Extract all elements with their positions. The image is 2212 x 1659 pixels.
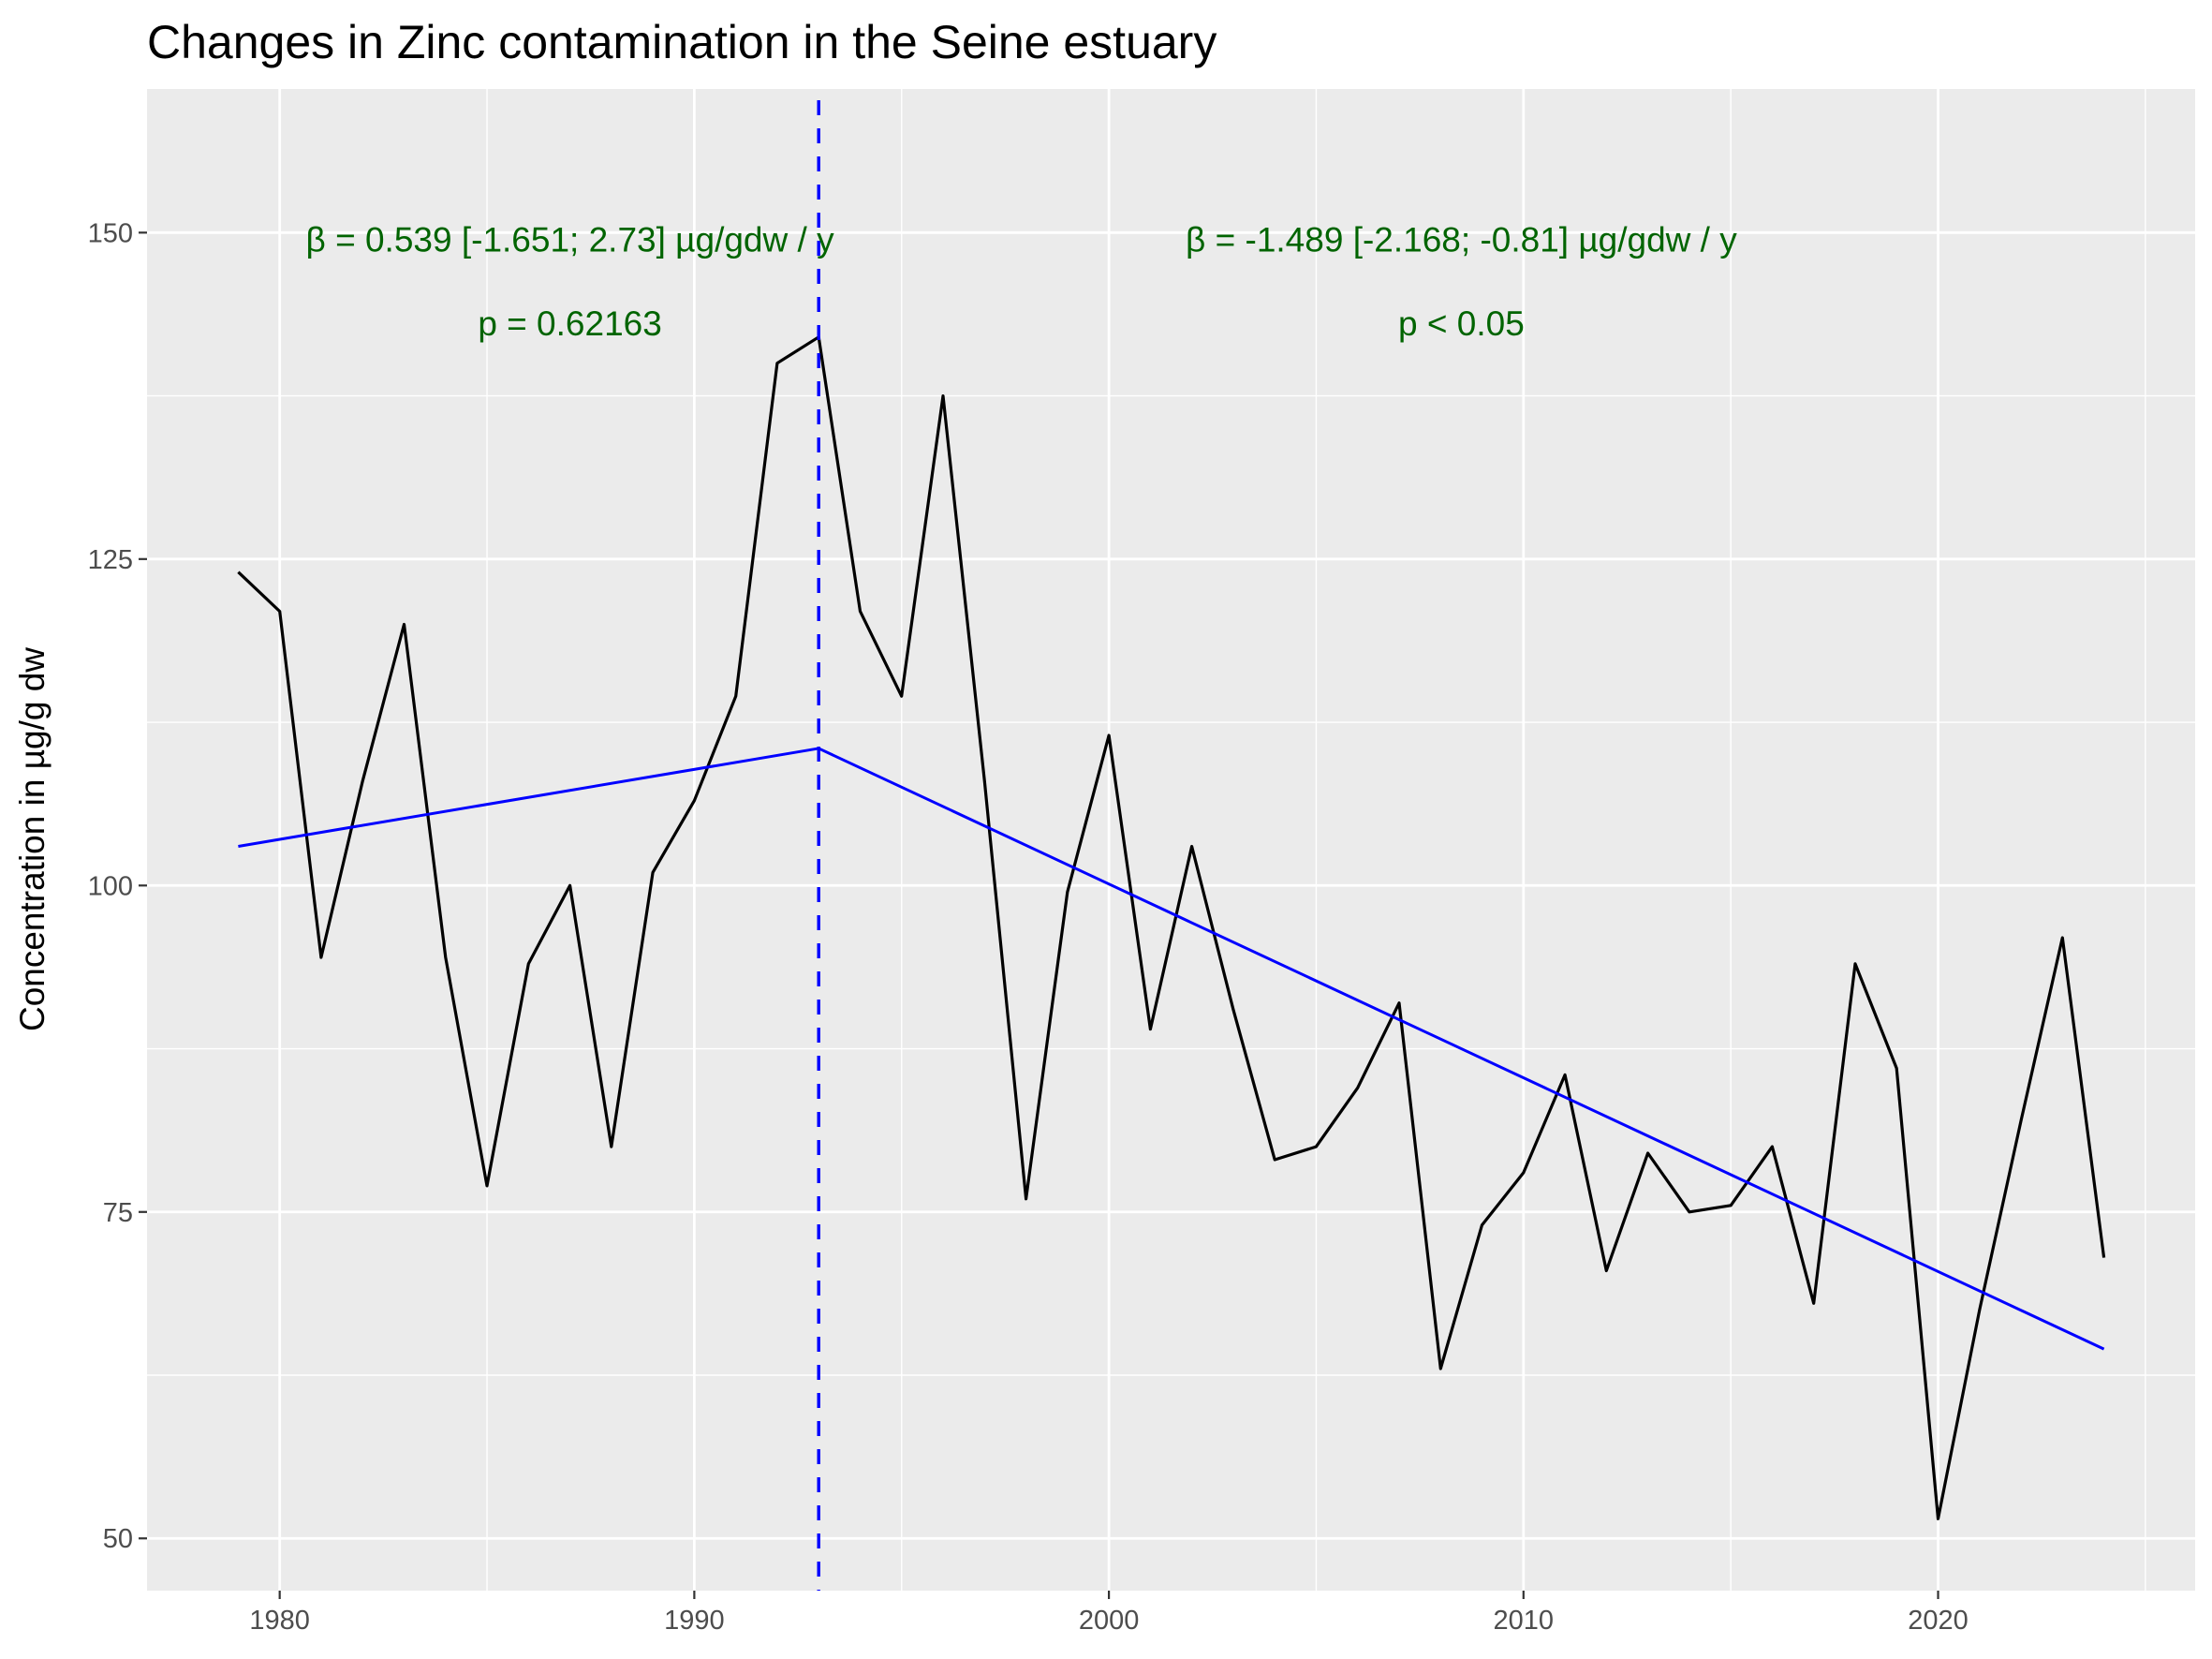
annotations: β = 0.539 [-1.651; 2.73] µg/gdw / y p = 0… xyxy=(306,220,1738,343)
x-tick-label: 2010 xyxy=(1494,1606,1555,1636)
chart-title: Changes in Zinc contamination in the Sei… xyxy=(147,16,1217,68)
x-tick-label: 1990 xyxy=(664,1606,725,1636)
trend-segment-line xyxy=(818,747,2105,1351)
minor-gridlines xyxy=(147,89,2195,1591)
y-axis-tick-labels: 50 75 100 125 150 xyxy=(88,218,133,1554)
slope-annotation: β = -1.489 [-2.168; -0.81] µg/gdw / y xyxy=(1186,220,1737,259)
p-value-annotation: p = 0.62163 xyxy=(478,304,662,343)
x-tick-label: 1980 xyxy=(249,1606,310,1636)
plot-panel xyxy=(147,89,2195,1591)
y-tick-label: 100 xyxy=(88,871,133,901)
y-tick-label: 150 xyxy=(88,218,133,248)
y-tick-label: 75 xyxy=(103,1198,133,1228)
x-tick-label: 2000 xyxy=(1079,1606,1140,1636)
data-layer xyxy=(237,100,2106,1591)
slope-annotation: β = 0.539 [-1.651; 2.73] µg/gdw / y xyxy=(306,220,835,259)
p-value-annotation: p < 0.05 xyxy=(1398,304,1525,343)
x-tick-label: 2020 xyxy=(1908,1606,1969,1636)
axis-tick-marks xyxy=(139,231,1939,1599)
y-tick-label: 50 xyxy=(103,1524,133,1554)
major-gridlines xyxy=(147,89,2195,1591)
x-axis-tick-labels: 1980 1990 2000 2010 2020 xyxy=(249,1606,1968,1636)
data-series-line xyxy=(237,335,2106,1520)
y-axis-label: Concentration in µg/g dw xyxy=(13,647,52,1031)
trend-segment-line xyxy=(238,747,819,848)
y-tick-label: 125 xyxy=(88,545,133,575)
